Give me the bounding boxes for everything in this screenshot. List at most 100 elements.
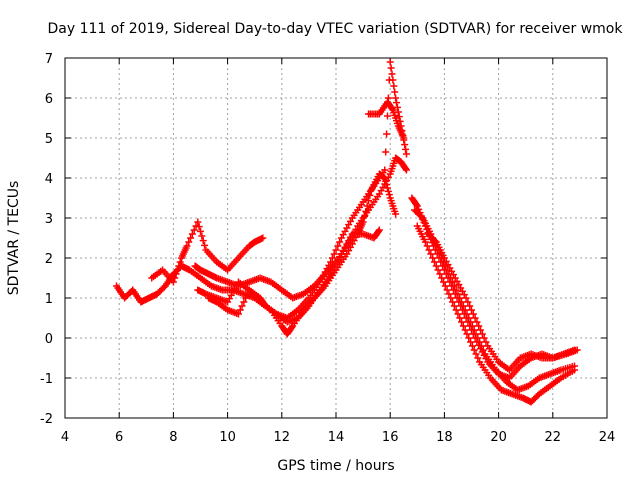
data-point-track-d xyxy=(243,290,251,298)
data-point-track-e xyxy=(172,270,180,278)
data-point-track-g xyxy=(461,306,469,314)
data-point-track-d xyxy=(238,302,246,310)
data-point-track-e xyxy=(173,266,181,274)
y-tick-label: 3 xyxy=(45,212,53,227)
data-point-track-i xyxy=(475,322,483,330)
y-tick-label: 1 xyxy=(45,292,53,307)
y-tick-label: -1 xyxy=(40,372,53,387)
data-point-track-h xyxy=(423,242,431,250)
data-point-track-h xyxy=(430,258,438,266)
data-point-track-h xyxy=(427,250,435,258)
x-axis-label: GPS time / hours xyxy=(277,458,394,474)
data-point-track-i xyxy=(477,326,485,334)
data-point-track-h xyxy=(449,298,457,306)
data-point-track-e xyxy=(187,234,195,242)
data-point-track-i xyxy=(431,237,439,245)
data-point-track-e xyxy=(199,237,207,245)
data-point-track-c xyxy=(360,213,368,221)
data-point-track-a xyxy=(401,141,409,149)
data-point-track-e xyxy=(194,218,202,226)
y-tick-label: -2 xyxy=(40,412,53,427)
x-tick-label: 20 xyxy=(490,430,507,445)
data-point-track-h xyxy=(425,246,433,254)
x-tick-label: 12 xyxy=(274,430,291,445)
data-point-track-e xyxy=(190,226,198,234)
data-point-track-i xyxy=(573,346,581,354)
data-point-track-c xyxy=(288,323,296,331)
data-point-track-c xyxy=(382,177,390,185)
data-point-track-d xyxy=(236,306,244,314)
data-point-track-c xyxy=(381,174,389,182)
data-point-track-h xyxy=(436,270,444,278)
data-point-track-c xyxy=(363,202,371,210)
data-point-track-a xyxy=(387,64,395,72)
data-point-track-c xyxy=(365,197,373,205)
data-point-track-g xyxy=(477,342,485,350)
data-point-track-a xyxy=(391,88,399,96)
x-tick-label: 8 xyxy=(169,430,177,445)
data-point-track-i xyxy=(482,338,490,346)
data-point-track-i xyxy=(471,314,479,322)
data-point-track-h xyxy=(441,282,449,290)
data-point-track-h xyxy=(452,306,460,314)
data-point-track-g xyxy=(479,346,487,354)
data-point-track-a xyxy=(382,148,390,156)
data-point-track-e xyxy=(176,258,184,266)
data-point-track-c xyxy=(359,218,367,226)
data-point-track-e xyxy=(171,274,179,282)
x-tick-label: 22 xyxy=(545,430,562,445)
data-point-track-h xyxy=(458,318,466,326)
data-point-track-a xyxy=(393,99,401,107)
data-point-track-a xyxy=(334,242,342,250)
data-point-track-a xyxy=(383,112,391,120)
data-point-track-c xyxy=(383,184,391,192)
y-tick-label: 5 xyxy=(45,132,53,147)
data-point-track-e xyxy=(185,238,193,246)
data-point-track-h xyxy=(429,254,437,262)
data-point-track-a xyxy=(336,238,344,246)
y-tick-label: 0 xyxy=(45,332,53,347)
data-point-track-h xyxy=(445,290,453,298)
data-point-track-g xyxy=(472,330,480,338)
data-point-track-h xyxy=(447,294,455,302)
data-point-track-h xyxy=(454,310,462,318)
data-point-track-e xyxy=(183,242,191,250)
data-point-track-i xyxy=(464,298,472,306)
data-point-track-g xyxy=(459,302,467,310)
data-point-track-g xyxy=(474,334,482,342)
data-point-track-g xyxy=(470,326,478,334)
x-tick-label: 18 xyxy=(436,430,453,445)
data-point-track-i xyxy=(469,310,477,318)
data-point-track-g xyxy=(456,294,464,302)
x-tick-label: 4 xyxy=(61,430,69,445)
data-point-track-c xyxy=(362,207,370,215)
data-point-track-h xyxy=(456,314,464,322)
chart-title: Day 111 of 2019, Sidereal Day-to-day VTE… xyxy=(48,21,624,37)
data-point-track-e xyxy=(188,230,196,238)
data-point-track-g xyxy=(463,310,471,318)
data-point-track-a xyxy=(386,58,394,66)
x-tick-label: 6 xyxy=(115,430,123,445)
data-point-track-i xyxy=(473,318,481,326)
data-point-track-a xyxy=(328,254,336,262)
data-point-track-a xyxy=(330,250,338,258)
data-point-track-c xyxy=(385,191,393,199)
y-tick-label: 2 xyxy=(45,252,53,267)
data-point-track-d xyxy=(234,310,242,318)
data-point-track-e xyxy=(201,241,209,249)
data-point-track-g xyxy=(452,286,460,294)
data-point-track-h xyxy=(459,322,467,330)
y-axis-label: SDTVAR / TECUs xyxy=(6,181,22,296)
data-point-track-d xyxy=(374,227,382,235)
data-point-track-a xyxy=(388,70,396,78)
data-point-track-h xyxy=(450,302,458,310)
x-tick-label: 14 xyxy=(328,430,345,445)
data-point-track-a xyxy=(389,76,397,84)
data-point-track-d xyxy=(240,298,248,306)
data-marks xyxy=(112,58,581,406)
data-point-track-g xyxy=(450,282,458,290)
y-tick-label: 7 xyxy=(45,52,53,67)
data-point-track-i xyxy=(466,302,474,310)
data-point-track-a xyxy=(383,130,391,138)
axis-ticks xyxy=(64,57,608,419)
